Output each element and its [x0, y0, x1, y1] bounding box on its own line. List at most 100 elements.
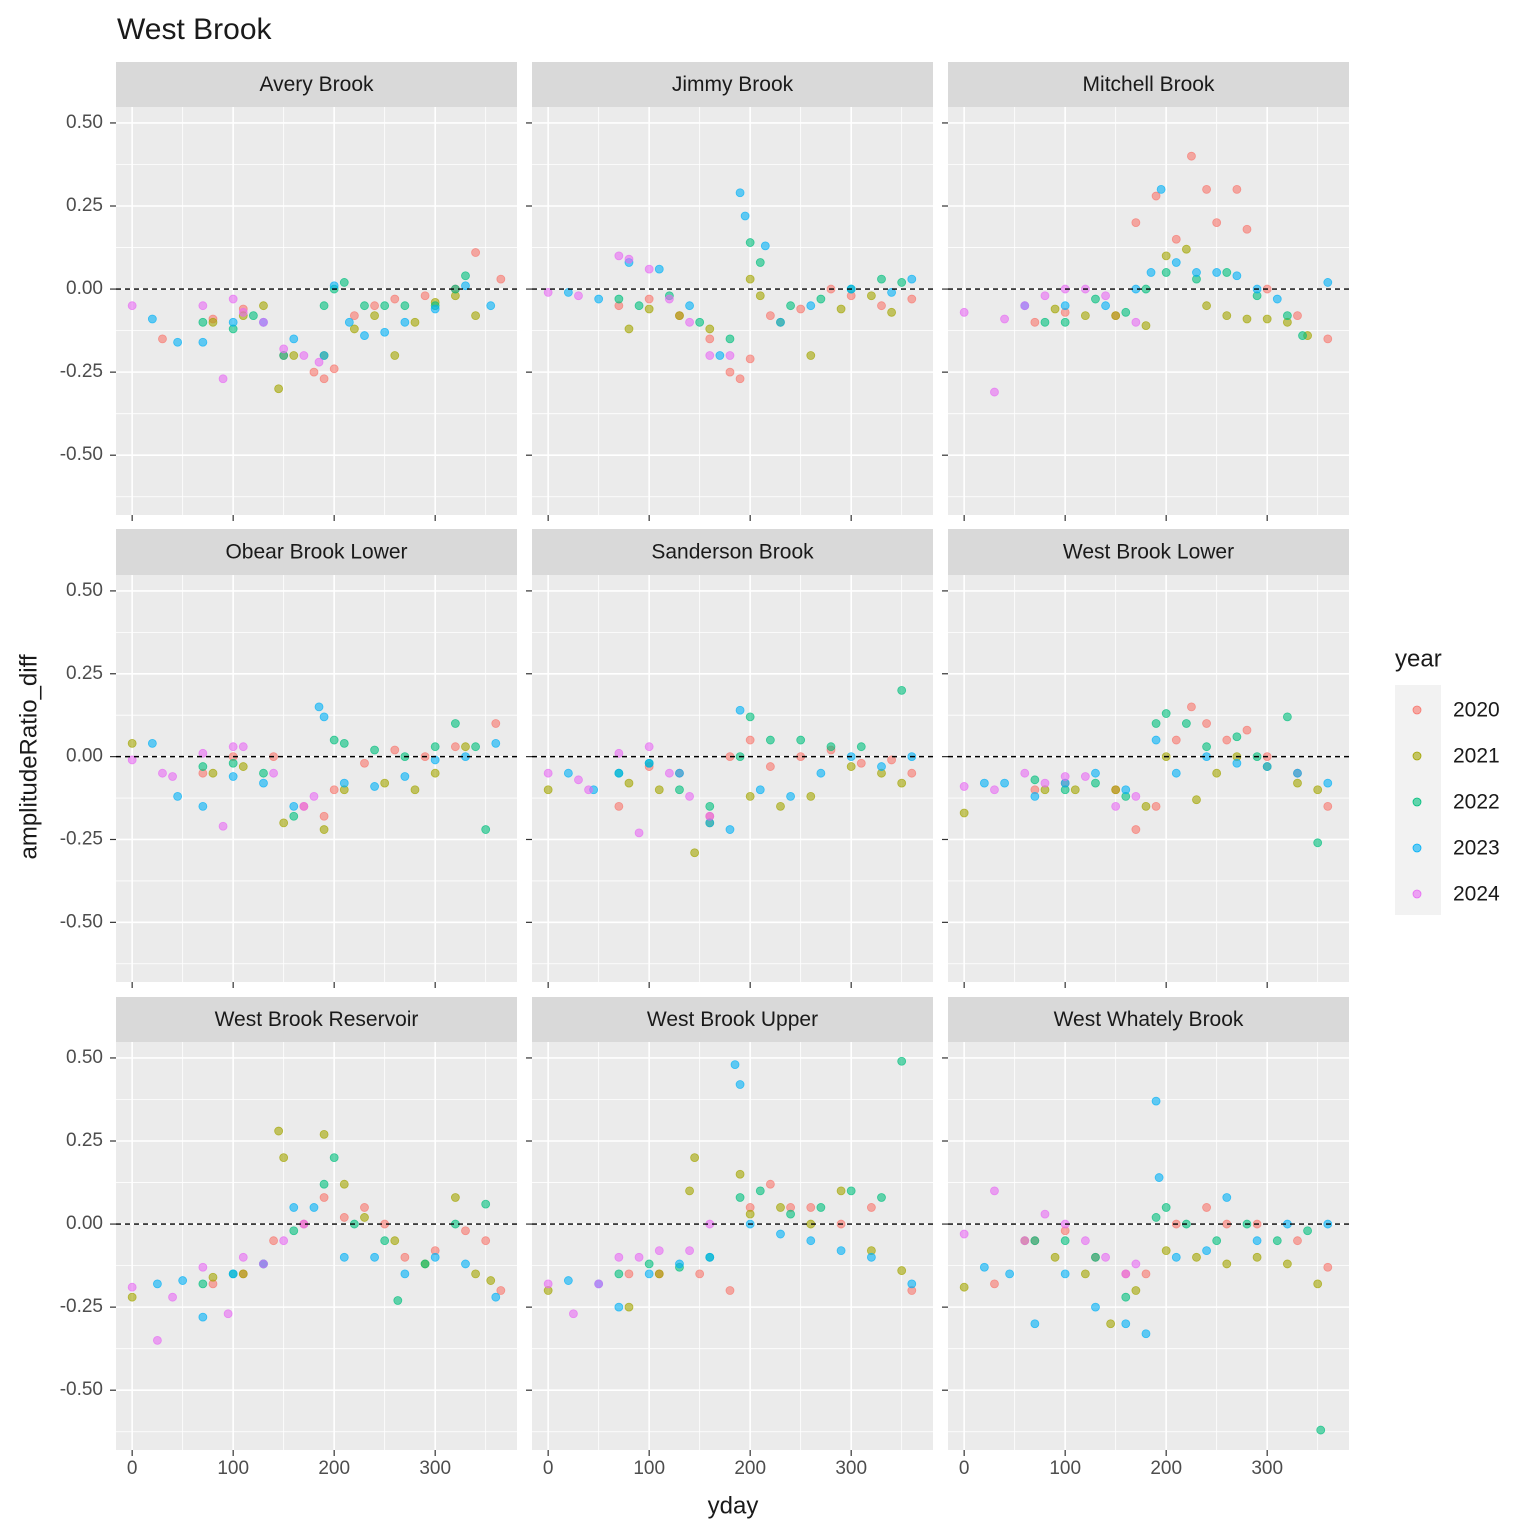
point: [329, 785, 339, 795]
point: [1000, 778, 1009, 788]
point: [430, 768, 440, 778]
point: [329, 1153, 339, 1163]
panel-background: [532, 107, 933, 515]
point: [339, 738, 349, 748]
point: [776, 317, 785, 327]
point: [1212, 268, 1222, 277]
y-axis-title: amplitudeRatio_diff: [15, 654, 42, 859]
x-tick-label: 100: [217, 1458, 249, 1479]
point: [979, 778, 989, 788]
point: [654, 785, 664, 795]
point: [1161, 251, 1171, 261]
point: [1323, 334, 1333, 344]
point: [1091, 1302, 1100, 1312]
point: [319, 351, 329, 360]
point: [735, 188, 745, 198]
point: [1202, 301, 1211, 311]
point: [279, 818, 289, 828]
point: [390, 294, 400, 304]
point: [360, 331, 369, 340]
point: [594, 294, 604, 304]
point: [543, 768, 553, 778]
x-tick-label: 300: [419, 1458, 451, 1479]
point: [614, 748, 624, 758]
point: [695, 1269, 705, 1279]
point: [1293, 1236, 1302, 1246]
point: [168, 772, 177, 781]
point: [1080, 1236, 1090, 1246]
point: [461, 742, 470, 752]
point: [168, 1292, 177, 1302]
point: [543, 785, 553, 795]
point: [735, 374, 745, 384]
point: [218, 374, 228, 384]
point: [370, 311, 379, 321]
point: [614, 768, 624, 778]
point: [1000, 314, 1009, 324]
point: [1232, 758, 1242, 768]
point: [299, 801, 309, 811]
point: [370, 745, 379, 755]
point: [349, 324, 359, 334]
x-tick-label: 200: [1150, 1458, 1182, 1479]
point: [450, 742, 460, 752]
point: [907, 294, 917, 304]
point: [897, 278, 907, 287]
point: [1161, 1203, 1171, 1212]
y-tick-label: -0.50: [60, 1379, 103, 1400]
point: [1232, 271, 1242, 281]
point: [735, 1193, 745, 1202]
point: [339, 1252, 349, 1262]
point: [319, 712, 329, 722]
point: [745, 791, 755, 801]
point: [1171, 735, 1181, 745]
point: [614, 1252, 624, 1262]
point: [1272, 1236, 1282, 1246]
point: [147, 738, 157, 748]
point: [745, 1209, 755, 1219]
point: [1040, 778, 1050, 788]
point: [269, 768, 278, 778]
point: [765, 735, 775, 745]
point: [1242, 314, 1252, 324]
point: [309, 791, 319, 801]
point: [1202, 719, 1211, 728]
strip-label: Obear Brook Lower: [225, 541, 407, 564]
point: [1030, 775, 1040, 785]
point: [1091, 294, 1100, 304]
point: [198, 1312, 208, 1322]
point: [730, 1060, 740, 1069]
point: [1080, 1269, 1090, 1279]
point: [380, 301, 390, 311]
point: [745, 238, 755, 247]
point: [856, 742, 866, 752]
point: [1040, 317, 1050, 327]
y-tick-label: -0.25: [60, 1296, 103, 1317]
point: [319, 1179, 329, 1189]
point: [1101, 301, 1110, 311]
point: [614, 294, 624, 304]
point: [1272, 294, 1282, 304]
point: [866, 1252, 876, 1262]
point: [127, 1292, 137, 1302]
point: [393, 1296, 403, 1305]
point: [990, 785, 999, 795]
point: [223, 1309, 233, 1319]
point: [274, 1126, 284, 1136]
strip-label: West Brook Reservoir: [215, 1008, 419, 1031]
point: [1252, 1252, 1262, 1262]
point: [1111, 785, 1121, 795]
point: [370, 782, 379, 791]
point: [1091, 778, 1100, 788]
strip-label: West Whately Brook: [1054, 1008, 1244, 1031]
point: [1091, 1252, 1100, 1262]
panel-background: [948, 1042, 1349, 1450]
point: [1080, 772, 1090, 781]
point: [228, 742, 238, 752]
point: [644, 264, 654, 274]
point: [1171, 258, 1181, 267]
point: [675, 785, 684, 795]
point: [1151, 801, 1161, 811]
point: [410, 785, 420, 795]
